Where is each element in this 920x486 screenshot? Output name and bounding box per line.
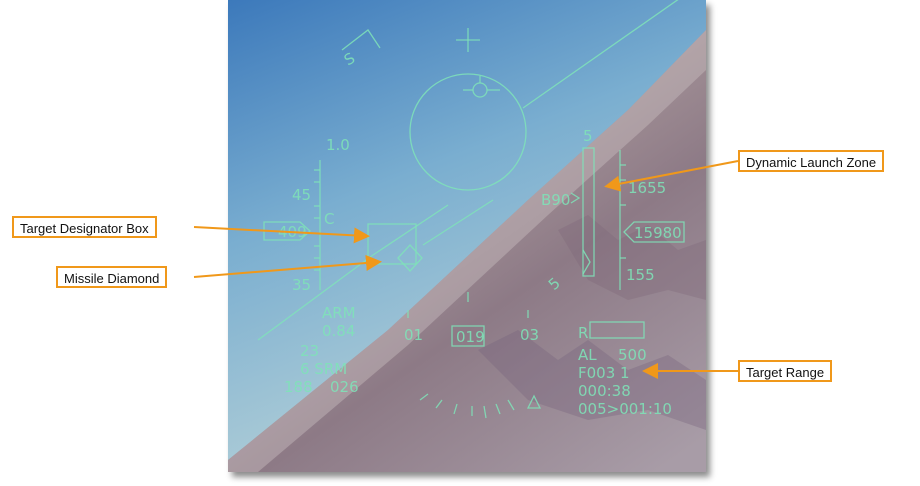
time-steerpoint: 005>001:10 [578, 400, 672, 418]
g-load: 1.0 [326, 136, 350, 154]
ase-circle [409, 73, 527, 191]
bank-tick [495, 403, 501, 415]
terrain [228, 30, 706, 472]
airspeed-value: 409 [278, 223, 307, 241]
time-to-go: 000:38 [578, 382, 631, 400]
al-value: 500 [618, 346, 647, 364]
dlz-range-readout: B90 [541, 191, 570, 209]
bank-pointer-icon [526, 394, 542, 409]
heading-01: 01 [404, 326, 423, 344]
target-range-readout: F003 1 [578, 364, 630, 382]
bank-tick [435, 399, 443, 409]
weapon-mode: 6 SRM [300, 360, 347, 378]
heading-box [451, 325, 485, 347]
altitude-155: 155 [626, 266, 655, 284]
weapon-data-right: 026 [330, 378, 359, 396]
weapon-data-left: 188 [284, 378, 313, 396]
dlz-max-range: 5 [583, 127, 593, 145]
callout-target-range: Target Range [738, 360, 833, 382]
pitch-ladder-line [522, 0, 679, 109]
bank-tick [419, 393, 429, 401]
altitude-value: 15980 [634, 224, 682, 242]
airspeed-caret: C [324, 210, 334, 228]
horizon-line [422, 199, 494, 246]
heading-03: 03 [520, 326, 539, 344]
missile-diamond-icon [397, 244, 423, 272]
master-arm: ARM [322, 304, 356, 322]
hud-scene: S 1.0 45 C 409 35 5 B90 5 [228, 0, 706, 472]
airspeed-35: 35 [292, 276, 311, 294]
airspeed-45: 45 [292, 186, 311, 204]
max-g: 23 [300, 342, 319, 360]
horizon-line [372, 204, 449, 256]
terrain-ridge [478, 330, 706, 430]
horizon-haze [228, 30, 706, 472]
al-label: AL [578, 346, 597, 364]
dlz-triangle-icon [582, 249, 591, 275]
terrain-ridge [558, 215, 706, 300]
radar-altimeter-box [589, 321, 645, 339]
mach-number: 0.84 [322, 322, 355, 340]
callout-target-designator-box: Target Designator Box [12, 216, 157, 238]
bank-tick [483, 405, 487, 419]
target-designator-box [367, 223, 417, 265]
bank-tick [453, 403, 458, 415]
dlz-caret-icon [570, 192, 581, 204]
hud-view: S 1.0 45 C 409 35 5 B90 5 [228, 0, 706, 472]
dlz-bar [582, 147, 595, 277]
altitude-box [623, 221, 685, 243]
range-mark: R [578, 324, 588, 342]
altitude-1655: 1655 [628, 179, 666, 197]
heading-value: 019 [456, 328, 485, 346]
callout-dynamic-launch-zone: Dynamic Launch Zone [738, 150, 885, 172]
steering-cue-icon [341, 29, 381, 51]
bank-tick [507, 399, 515, 411]
callout-missile-diamond: Missile Diamond [56, 266, 168, 288]
